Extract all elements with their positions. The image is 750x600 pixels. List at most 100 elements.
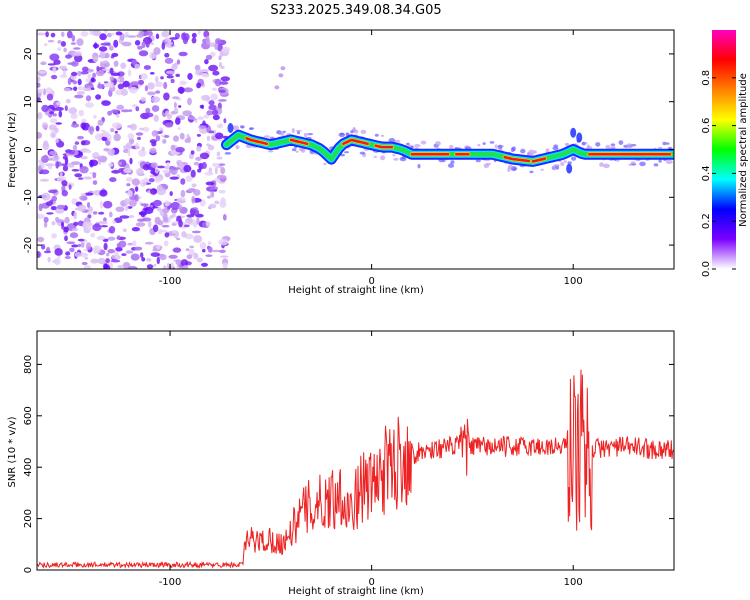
ridge-halo <box>350 130 354 134</box>
noise-blob <box>191 183 197 188</box>
noise-blob <box>181 32 185 41</box>
noise-blob <box>214 200 220 205</box>
noise-blob <box>77 220 84 227</box>
noise-blob <box>138 30 145 37</box>
noise-blob <box>43 216 49 223</box>
noise-blob <box>171 167 181 171</box>
noise-blob <box>110 259 121 263</box>
noise-blob <box>205 254 213 257</box>
ridge-halo <box>510 147 515 153</box>
noise-blob <box>210 93 218 101</box>
noise-blob <box>187 97 192 106</box>
noise-blob <box>74 54 83 63</box>
ridge-halo <box>477 143 481 147</box>
noise-blob <box>128 69 132 77</box>
noise-blob <box>217 43 223 52</box>
snr-panel: -100 0 100 0 200 400 600 800 Height of straigh… <box>7 330 675 597</box>
noise-blob <box>97 155 108 163</box>
ridge-burst <box>570 127 577 138</box>
noise-blob <box>107 249 116 254</box>
noise-blob <box>92 211 98 215</box>
noise-blob <box>121 41 132 47</box>
noise-blob <box>169 37 178 40</box>
noise-blob <box>97 83 105 89</box>
noise-blob <box>155 135 161 142</box>
noise-blob <box>173 62 178 70</box>
ridge-burst <box>576 132 583 143</box>
noise-blob <box>103 200 113 209</box>
noise-blob <box>128 109 133 112</box>
noise-blob <box>69 247 75 253</box>
noise-blob <box>81 118 87 123</box>
noise-blob <box>193 161 200 166</box>
noise-blob <box>201 162 207 169</box>
noise-blob <box>88 125 95 134</box>
noise-blob <box>176 197 187 204</box>
figure-title: S233.2025.349.08.34.G05 <box>270 3 441 18</box>
noise-blob <box>204 171 214 176</box>
noise-blob <box>95 94 102 100</box>
noise-blob <box>220 76 230 82</box>
ridge-halo <box>278 131 285 136</box>
ridge-halo <box>393 157 399 161</box>
noise-blob <box>212 162 220 167</box>
noise-blob <box>164 52 170 58</box>
ridge-halo <box>300 148 306 153</box>
noise-blob <box>172 247 182 253</box>
noise-blob <box>219 249 226 253</box>
noise-blob <box>37 251 41 258</box>
noise-blob <box>119 215 130 219</box>
noise-blob <box>214 166 218 175</box>
noise-blob <box>50 32 56 38</box>
noise-blob <box>222 262 228 269</box>
noise-blob <box>49 150 58 156</box>
noise-blob <box>208 130 215 134</box>
noise-blob <box>108 226 116 234</box>
snr-y-tick-label: 800 <box>23 355 34 374</box>
noise-blob <box>47 63 56 66</box>
noise-blob <box>196 134 201 137</box>
noise-blob <box>78 109 84 117</box>
noise-blob <box>61 180 68 186</box>
ridge-halo <box>267 150 274 153</box>
noise-blob <box>65 251 71 256</box>
ridge-halo <box>380 134 385 137</box>
noise-blob <box>37 88 45 94</box>
noise-blob <box>151 105 160 112</box>
noise-blob <box>103 148 110 152</box>
noise-blob <box>144 85 149 92</box>
noise-blob <box>37 112 43 120</box>
ridge-burst <box>566 163 573 174</box>
noise-blob <box>51 195 58 202</box>
noise-blob <box>117 83 125 90</box>
noise-blob <box>121 253 127 256</box>
noise-blob <box>141 41 146 49</box>
noise-blob <box>196 257 203 263</box>
noise-blob <box>68 184 72 190</box>
noise-blob <box>191 195 196 204</box>
noise-blob <box>178 219 183 228</box>
noise-blob <box>280 66 286 71</box>
noise-blob <box>86 202 91 208</box>
noise-blob <box>79 252 89 258</box>
ridge-halo <box>610 143 616 146</box>
noise-blob <box>135 142 140 150</box>
noise-blob <box>112 220 116 224</box>
noise-blob <box>214 78 222 87</box>
noise-blob <box>141 146 145 152</box>
noise-blob <box>51 233 57 239</box>
noise-blob <box>183 164 192 173</box>
noise-blob <box>156 184 163 192</box>
ridge-halo <box>485 162 492 166</box>
noise-blob <box>154 176 162 183</box>
ridge-halo <box>291 128 295 133</box>
noise-blob <box>137 45 143 50</box>
noise-blob <box>109 211 113 218</box>
noise-blob <box>77 135 84 140</box>
noise-blob <box>159 127 164 131</box>
noise-blob <box>149 188 158 195</box>
noise-blob <box>161 42 166 50</box>
noise-blob <box>90 258 99 264</box>
noise-blob <box>87 73 92 79</box>
noise-blob <box>194 119 198 124</box>
